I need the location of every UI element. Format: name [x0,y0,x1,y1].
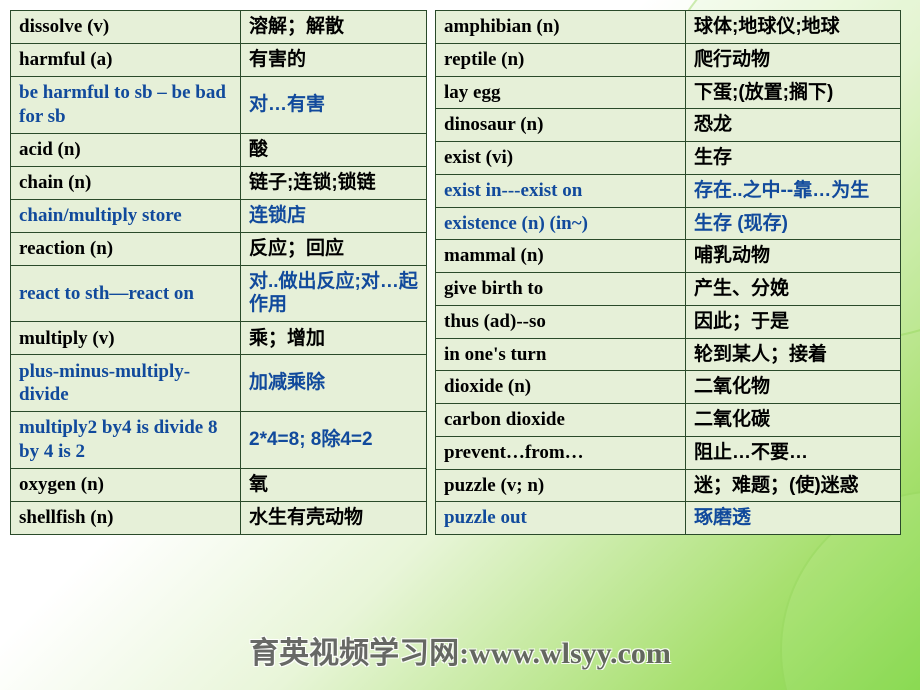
vocab-term-zh: 爬行动物 [686,43,901,76]
vocab-term-zh: 乘；增加 [241,322,427,355]
table-row: dioxide (n)二氧化物 [436,371,901,404]
vocab-term-en: multiply2 by4 is divide 8 by 4 is 2 [11,412,241,469]
table-row: dissolve (v)溶解；解散 [11,11,427,44]
vocab-term-zh: 下蛋;(放置;搁下) [686,76,901,109]
vocab-term-zh: 哺乳动物 [686,240,901,273]
table-row: shellfish (n)水生有壳动物 [11,502,427,535]
vocab-term-en: mammal (n) [436,240,686,273]
vocab-term-en: exist (vi) [436,142,686,175]
vocab-term-zh: 酸 [241,133,427,166]
table-row: mammal (n)哺乳动物 [436,240,901,273]
vocab-term-en: shellfish (n) [11,502,241,535]
table-row: harmful (a)有害的 [11,43,427,76]
watermark-text: 育英视频学习网:www.wlsyy.com [0,628,920,672]
vocab-term-en: chain (n) [11,166,241,199]
vocab-term-zh: 水生有壳动物 [241,502,427,535]
vocab-term-zh: 轮到某人；接着 [686,338,901,371]
table-row: puzzle (v; n)迷；难题；(使)迷惑 [436,469,901,502]
vocab-term-en: exist in---exist on [436,174,686,207]
table-row: carbon dioxide二氧化碳 [436,404,901,437]
vocab-term-en: give birth to [436,273,686,306]
vocab-term-zh: 产生、分娩 [686,273,901,306]
vocab-table-right: amphibian (n)球体;地球仪;地球reptile (n)爬行动物lay… [435,10,901,535]
vocab-term-en: prevent…from… [436,436,686,469]
vocab-term-en: oxygen (n) [11,469,241,502]
vocab-term-zh: 反应；回应 [241,232,427,265]
vocab-term-en: plus-minus-multiply-divide [11,355,241,412]
table-row: give birth to产生、分娩 [436,273,901,306]
table-row: plus-minus-multiply-divide加减乘除 [11,355,427,412]
vocab-term-en: reaction (n) [11,232,241,265]
table-row: prevent…from…阻止…不要… [436,436,901,469]
vocab-term-zh: 对…有害 [241,76,427,133]
vocab-term-en: lay egg [436,76,686,109]
vocab-term-en: amphibian (n) [436,11,686,44]
table-row: in one's turn轮到某人；接着 [436,338,901,371]
vocab-term-zh: 氧 [241,469,427,502]
vocab-term-zh: 琢磨透 [686,502,901,535]
vocab-term-zh: 二氧化物 [686,371,901,404]
table-row: oxygen (n)氧 [11,469,427,502]
vocab-term-en: reptile (n) [436,43,686,76]
vocab-term-en: react to sth—react on [11,265,241,322]
table-row: exist (vi)生存 [436,142,901,175]
vocab-term-zh: 2*4=8; 8除4=2 [241,412,427,469]
vocab-term-zh: 迷；难题；(使)迷惑 [686,469,901,502]
vocab-term-en: harmful (a) [11,43,241,76]
vocab-term-zh: 加减乘除 [241,355,427,412]
table-row: be harmful to sb – be bad for sb对…有害 [11,76,427,133]
vocab-term-en: puzzle (v; n) [436,469,686,502]
table-row: multiply (v)乘；增加 [11,322,427,355]
vocab-term-en: carbon dioxide [436,404,686,437]
vocab-term-zh: 二氧化碳 [686,404,901,437]
vocab-term-en: chain/multiply store [11,199,241,232]
vocab-table-left: dissolve (v)溶解；解散harmful (a)有害的be harmfu… [10,10,427,535]
vocab-term-zh: 链子;连锁;锁链 [241,166,427,199]
vocab-term-en: puzzle out [436,502,686,535]
vocab-slide: dissolve (v)溶解；解散harmful (a)有害的be harmfu… [10,10,905,535]
table-row: amphibian (n)球体;地球仪;地球 [436,11,901,44]
vocab-term-zh: 阻止…不要… [686,436,901,469]
table-row: chain (n)链子;连锁;锁链 [11,166,427,199]
table-row: lay egg下蛋;(放置;搁下) [436,76,901,109]
vocab-term-zh: 恐龙 [686,109,901,142]
table-row: reptile (n)爬行动物 [436,43,901,76]
vocab-term-zh: 生存 [686,142,901,175]
vocab-term-en: multiply (v) [11,322,241,355]
vocab-term-zh: 连锁店 [241,199,427,232]
table-row: puzzle out琢磨透 [436,502,901,535]
vocab-term-zh: 因此；于是 [686,305,901,338]
table-row: reaction (n)反应；回应 [11,232,427,265]
vocab-term-en: in one's turn [436,338,686,371]
vocab-term-en: dinosaur (n) [436,109,686,142]
table-row: dinosaur (n)恐龙 [436,109,901,142]
vocab-term-zh: 溶解；解散 [241,11,427,44]
table-row: exist in---exist on存在..之中--靠…为生 [436,174,901,207]
vocab-term-en: existence (n) (in~) [436,207,686,240]
vocab-term-en: thus (ad)--so [436,305,686,338]
vocab-term-en: acid (n) [11,133,241,166]
table-row: chain/multiply store连锁店 [11,199,427,232]
vocab-term-en: dioxide (n) [436,371,686,404]
vocab-term-zh: 存在..之中--靠…为生 [686,174,901,207]
vocab-term-en: be harmful to sb – be bad for sb [11,76,241,133]
table-row: thus (ad)--so因此；于是 [436,305,901,338]
vocab-term-en: dissolve (v) [11,11,241,44]
table-row: acid (n)酸 [11,133,427,166]
table-row: multiply2 by4 is divide 8 by 4 is 22*4=8… [11,412,427,469]
vocab-term-zh: 生存 (现存) [686,207,901,240]
vocab-term-zh: 有害的 [241,43,427,76]
table-row: existence (n) (in~)生存 (现存) [436,207,901,240]
table-row: react to sth—react on对..做出反应;对…起作用 [11,265,427,322]
vocab-term-zh: 球体;地球仪;地球 [686,11,901,44]
vocab-term-zh: 对..做出反应;对…起作用 [241,265,427,322]
